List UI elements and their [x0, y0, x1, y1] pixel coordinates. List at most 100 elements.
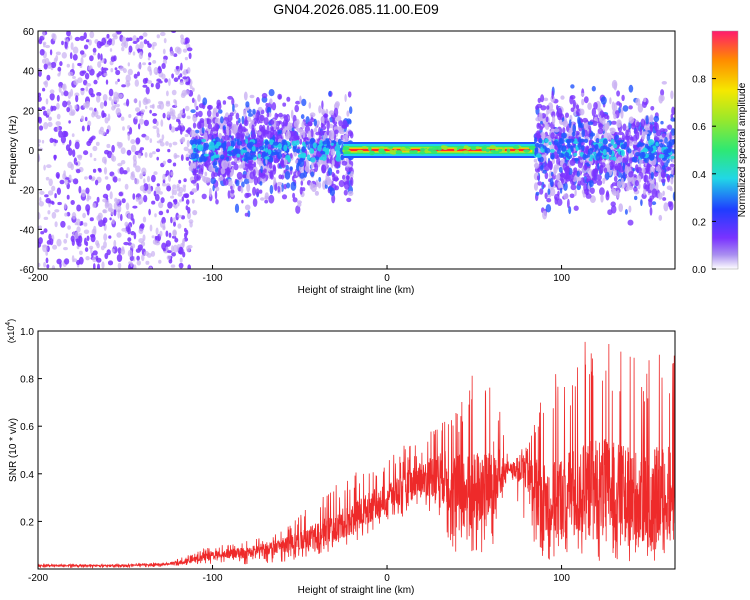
spectrogram-cell — [557, 107, 562, 116]
spectrogram-cell — [149, 266, 152, 269]
snr-axes: -200 -100 0 100 0.2 0.4 0.6 0.8 1.0 — [20, 327, 570, 584]
spectrogram-cell — [534, 147, 539, 153]
spectrogram-cell — [223, 178, 229, 186]
spectrogram-cell — [103, 233, 108, 242]
spectrogram-cell — [43, 122, 49, 130]
spectrogram-cell — [137, 244, 143, 251]
spectrogram-cell — [551, 90, 554, 100]
spectrogram-cell — [89, 217, 94, 222]
spectrogram-cell — [534, 162, 539, 169]
spectrogram-cell — [42, 87, 46, 92]
spectrogram-cell — [657, 192, 663, 200]
spectrogram-cell — [96, 257, 102, 263]
spectrogram-cell — [626, 138, 630, 148]
spectrogram-cell — [216, 102, 222, 110]
spectrogram-cell — [395, 150, 403, 155]
spectrogram-cell — [182, 48, 188, 53]
spectrogram-cell — [310, 162, 314, 169]
spectrogram-cell — [539, 165, 544, 171]
spectrogram-cell — [634, 195, 638, 201]
spectrogram-cell — [216, 124, 219, 132]
spectrogram-cell — [240, 186, 244, 194]
spectrogram-cell — [283, 183, 287, 190]
spectrogram-cell — [277, 143, 282, 150]
spectrogram-cell — [667, 166, 672, 171]
spectrogram-cell — [193, 138, 197, 142]
spectrogram-cell — [276, 181, 283, 186]
spectrogram-cell — [315, 150, 322, 158]
spectrogram-cell — [101, 261, 105, 269]
spectrogram-cell — [538, 137, 543, 144]
spectrogram-cell — [245, 130, 250, 137]
spectrogram-cell — [38, 143, 41, 147]
spectrogram-cell — [618, 139, 625, 143]
spectrogram-cell — [65, 144, 71, 152]
spectrogram-cell — [170, 171, 174, 176]
spectrogram-cell — [99, 126, 104, 133]
spectrogram-cell — [246, 173, 250, 180]
spectrogram-cell — [536, 153, 542, 158]
spectrogram-cell — [158, 259, 162, 264]
spectrogram-cell — [108, 88, 114, 97]
spectrogram-cell — [69, 178, 74, 182]
spectrogram-cell — [59, 61, 63, 67]
spectrogram-cell — [190, 109, 196, 113]
spectrogram-cell — [667, 124, 673, 130]
spectrogram-cell — [646, 164, 651, 173]
spectrogram-cell — [84, 247, 89, 253]
spectrogram-cell — [135, 196, 139, 202]
spectrogram-cell — [210, 177, 216, 185]
spectrogram-cell — [52, 244, 58, 250]
spectrogram-cell — [197, 144, 204, 152]
spectrogram-cell — [98, 168, 102, 173]
spectrogram-cell — [542, 184, 546, 188]
spectrogram-cell — [75, 95, 79, 103]
spectrogram-cell — [102, 209, 107, 214]
spectrogram-cell — [612, 143, 618, 149]
spectrogram-cell — [113, 91, 119, 100]
spectrogram-cell — [258, 124, 263, 132]
spectrogram-cell — [115, 103, 120, 108]
spectrogram-cell — [197, 110, 203, 118]
spectrogram-cell — [83, 102, 87, 109]
spectrogram-cell — [58, 130, 63, 138]
spectrogram-cell — [336, 151, 341, 158]
spectrogram-cell — [611, 101, 615, 111]
spectrogram-cell — [270, 125, 274, 131]
spectrogram-cell — [568, 138, 575, 143]
spectrogram-cell — [234, 203, 240, 213]
spectrogram-cell — [156, 133, 161, 138]
spectrogram-cell — [568, 129, 573, 137]
spectrogram-cell — [273, 177, 277, 185]
spectrogram-cell — [251, 146, 256, 152]
spectrogram-cell — [321, 108, 325, 116]
spectrogram-cell — [72, 178, 79, 185]
spectrogram-cell — [181, 136, 186, 142]
spectrogram-cell — [278, 174, 283, 180]
spectrogram-cell — [244, 212, 249, 217]
spectrogram-cell — [219, 176, 224, 181]
spectrogram-cell — [67, 161, 73, 169]
spectrogram-cell — [47, 190, 54, 196]
spectrogram-cell — [293, 171, 297, 176]
spectrogram-cell — [71, 133, 75, 138]
spectrogram-cell — [285, 130, 291, 139]
spectrogram-cell — [127, 213, 132, 219]
spectrogram-cell — [47, 121, 53, 128]
spectrogram-cell — [129, 127, 133, 135]
spectrogram-cell — [548, 161, 553, 171]
spectrogram-cell — [190, 180, 197, 184]
spectrogram-cell — [169, 50, 175, 57]
spectrogram-cell — [636, 144, 641, 148]
spectrogram-cell — [139, 185, 145, 192]
spectrogram-cell — [43, 110, 48, 116]
spectrogram-cell — [258, 189, 263, 194]
spectrogram-cell — [210, 155, 215, 162]
spectrogram-cell — [171, 235, 177, 239]
spectrogram-cell — [74, 36, 81, 42]
spectrogram-cell — [49, 93, 55, 101]
spectrogram-cell — [327, 167, 333, 176]
spectrogram-cell — [560, 95, 565, 100]
spectrogram-cell — [262, 129, 268, 138]
